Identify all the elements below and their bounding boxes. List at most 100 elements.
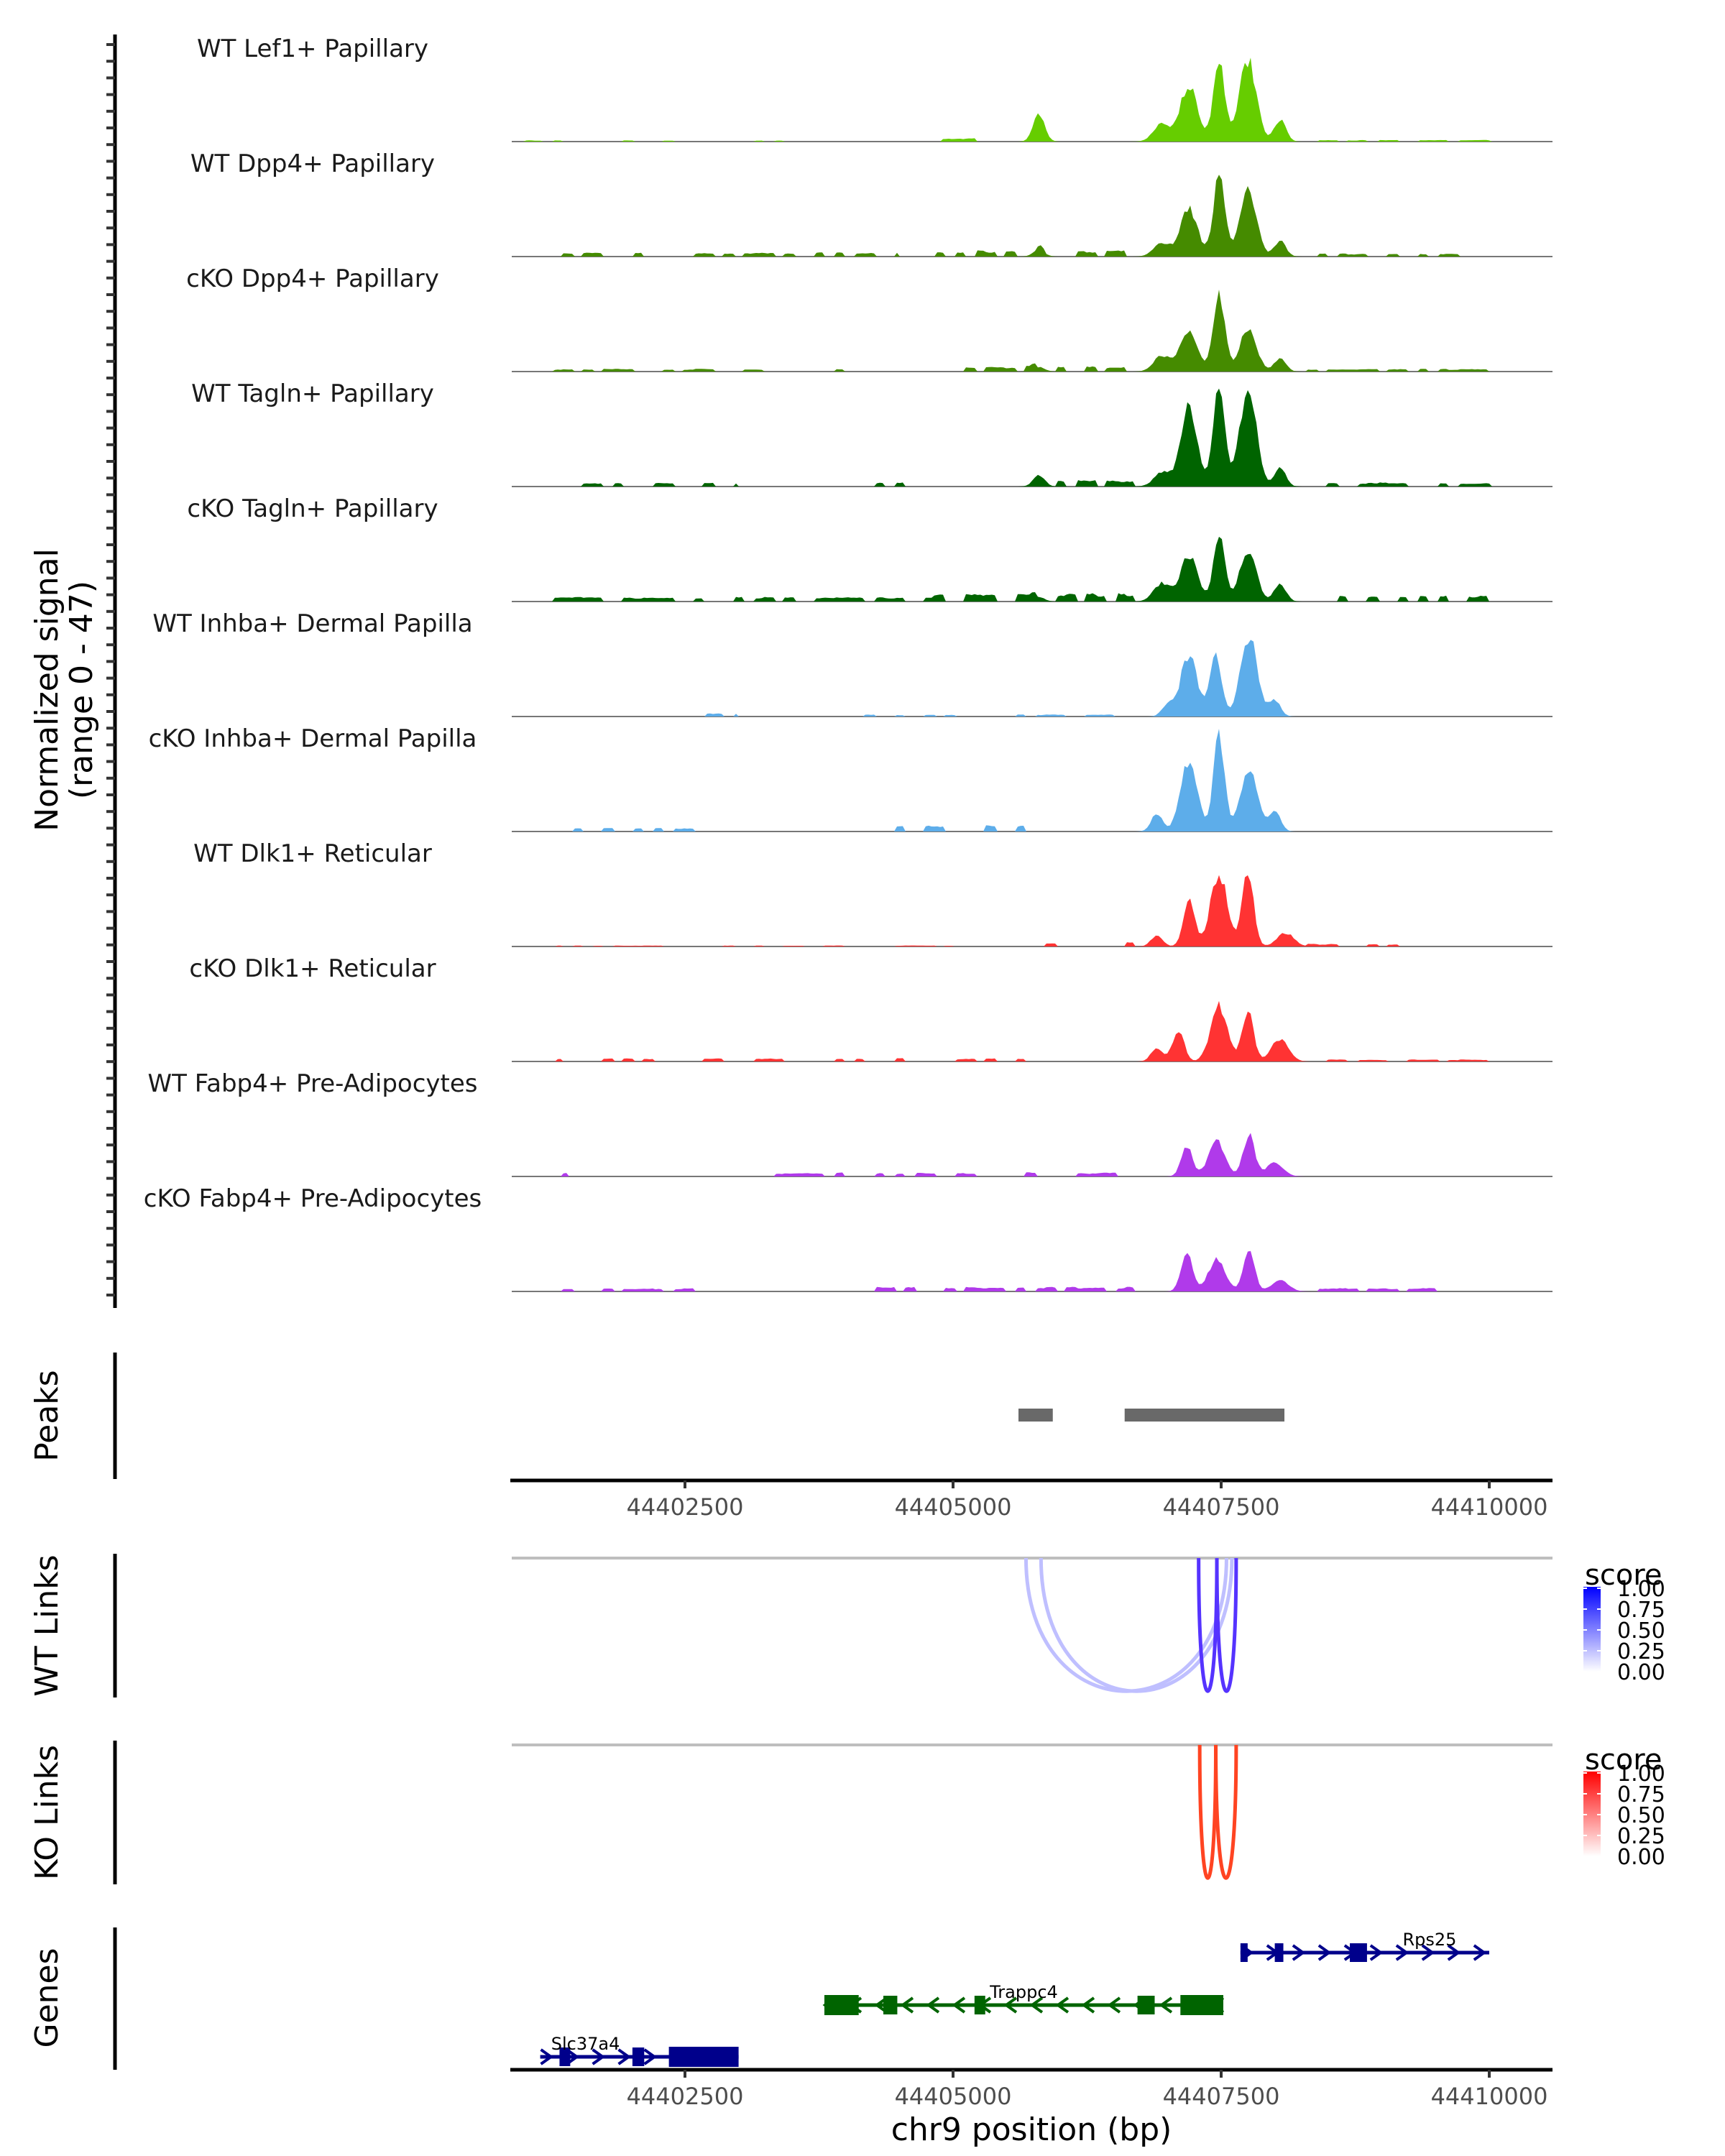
chevron-right-icon bbox=[1317, 1944, 1332, 1961]
ko-links bbox=[512, 1743, 1552, 1880]
chevron-left-icon bbox=[1003, 1996, 1018, 2014]
gene-trappc4: Trappc4 bbox=[822, 1982, 1225, 2015]
track-label: WT Tagln+ Papillary bbox=[191, 379, 434, 408]
track-label: WT Lef1+ Papillary bbox=[197, 34, 428, 63]
gene-exon bbox=[1274, 1943, 1284, 1962]
x-tick-label: 44402500 bbox=[627, 1493, 744, 1521]
chevron-right-icon bbox=[1395, 1944, 1409, 1961]
gene-exon bbox=[974, 1996, 985, 2014]
peaks-track bbox=[1018, 1409, 1285, 1422]
wt-links-legend: score 1.000.750.500.250.00 bbox=[1583, 1559, 1665, 1685]
x-tick-label: 44405000 bbox=[895, 1493, 1012, 1521]
track-label: WT Inhba+ Dermal Papilla bbox=[152, 609, 472, 638]
gene-exon bbox=[632, 2047, 645, 2066]
chevron-right-icon bbox=[1447, 1944, 1461, 1961]
chevron-right-icon bbox=[617, 2048, 632, 2065]
gene-exon bbox=[824, 1995, 859, 2015]
coverage-y-ticks bbox=[106, 43, 115, 1296]
gene-exon bbox=[559, 2047, 571, 2066]
chevron-left-icon bbox=[900, 1996, 914, 2014]
gene-name-label: Rps25 bbox=[1402, 1930, 1456, 1950]
peak-region bbox=[1018, 1409, 1053, 1422]
coverage-track: WT Inhba+ Dermal Papilla bbox=[152, 609, 1552, 717]
coverage-track: cKO Tagln+ Papillary bbox=[187, 494, 1552, 602]
x-tick-label: 44402500 bbox=[627, 2083, 744, 2110]
x-tick-label: 44407500 bbox=[1163, 2083, 1280, 2110]
coverage-ylabel: Normalized signal (range 0 - 47) bbox=[29, 548, 100, 831]
gene-exon bbox=[1137, 1996, 1155, 2014]
wt-links-track-label: WT Links bbox=[29, 1554, 65, 1696]
ko-links-legend: score 1.000.750.500.250.00 bbox=[1583, 1743, 1665, 1870]
coverage-area bbox=[512, 1133, 1552, 1176]
links-tracks bbox=[512, 1557, 1552, 1880]
chevron-right-icon bbox=[1473, 1944, 1487, 1961]
track-label: cKO Inhba+ Dermal Papilla bbox=[149, 724, 477, 753]
coverage-track: WT Dlk1+ Reticular bbox=[193, 839, 1552, 947]
x-tick-label: 44405000 bbox=[895, 2083, 1012, 2110]
peak-region bbox=[1124, 1409, 1285, 1422]
coverage-ylabel-line1: Normalized signal bbox=[29, 548, 65, 831]
gene-slc37a4: Slc37a4 bbox=[540, 2034, 739, 2067]
coverage-track: WT Fabp4+ Pre-Adipocytes bbox=[148, 1069, 1552, 1177]
gene-name-label: Slc37a4 bbox=[551, 2034, 620, 2054]
gene-exon bbox=[1240, 1943, 1248, 1962]
genes-track: Rps25 Trappc4 Slc37a4 bbox=[540, 1930, 1489, 2067]
x-tick-label: 44410000 bbox=[1431, 2083, 1548, 2110]
legend-tick-label: 1.00 bbox=[1617, 1761, 1665, 1787]
coverage-area bbox=[512, 388, 1552, 487]
x-tick-label: 44410000 bbox=[1431, 1493, 1548, 1521]
link-arc bbox=[1039, 1557, 1234, 1693]
coverage-track: WT Lef1+ Papillary bbox=[197, 34, 1552, 142]
coverage-area bbox=[512, 1000, 1552, 1061]
legend-tick-label: 0.25 bbox=[1617, 1824, 1665, 1849]
chevron-right-icon bbox=[592, 2048, 606, 2065]
legend-tick-label: 0.00 bbox=[1617, 1845, 1665, 1870]
gene-exon bbox=[1350, 1943, 1367, 1962]
gene-name-label: Trappc4 bbox=[989, 1982, 1058, 2002]
chevron-right-icon bbox=[643, 2048, 658, 2065]
coverage-ylabel-line2: (range 0 - 47) bbox=[63, 581, 100, 799]
coverage-area bbox=[512, 640, 1552, 717]
link-arc bbox=[1215, 1557, 1238, 1693]
chevron-left-icon bbox=[1159, 1996, 1173, 2014]
coverage-area bbox=[512, 175, 1552, 257]
chevron-left-icon bbox=[1081, 1996, 1095, 2014]
gene-exon bbox=[1180, 1995, 1223, 2015]
genes-track-label: Genes bbox=[29, 1948, 65, 2047]
link-arc bbox=[1214, 1744, 1238, 1880]
chevron-left-icon bbox=[952, 1996, 966, 2014]
chevron-right-icon bbox=[540, 2048, 554, 2065]
ko-links-track-label: KO Links bbox=[29, 1745, 65, 1880]
coverage-area bbox=[512, 536, 1552, 602]
track-label: cKO Fabp4+ Pre-Adipocytes bbox=[144, 1184, 482, 1213]
coverage-area bbox=[512, 290, 1552, 372]
gene-rps25: Rps25 bbox=[1240, 1930, 1489, 1962]
track-label: cKO Dlk1+ Reticular bbox=[189, 954, 436, 983]
legend-tick-label: 0.75 bbox=[1617, 1598, 1665, 1623]
track-label: WT Dpp4+ Papillary bbox=[190, 149, 435, 178]
track-label: cKO Dpp4+ Papillary bbox=[186, 264, 439, 293]
x-axis-ticks-bottom: 44402500 44405000 44407500 44410000 bbox=[627, 2070, 1548, 2110]
coverage-area bbox=[512, 57, 1552, 142]
chevron-left-icon bbox=[1055, 1996, 1070, 2014]
legend-tick-label: 0.00 bbox=[1617, 1660, 1665, 1685]
coverage-track: cKO Inhba+ Dermal Papilla bbox=[149, 724, 1552, 832]
legend-tick-label: 0.75 bbox=[1617, 1782, 1665, 1807]
gene-exon bbox=[668, 2047, 739, 2067]
x-axis-title: chr9 position (bp) bbox=[891, 2111, 1172, 2148]
wt-links bbox=[512, 1557, 1552, 1693]
chevron-right-icon bbox=[1369, 1944, 1384, 1961]
coverage-area bbox=[512, 1250, 1552, 1291]
link-arc bbox=[1024, 1557, 1228, 1693]
coverage-track: WT Dpp4+ Papillary bbox=[190, 149, 1552, 257]
legend-tick-label: 1.00 bbox=[1617, 1577, 1665, 1602]
gene-exon bbox=[883, 1996, 898, 2014]
coverage-tracks: WT Lef1+ Papillary WT Dpp4+ Papillary cKO … bbox=[144, 34, 1552, 1292]
track-label: cKO Tagln+ Papillary bbox=[187, 494, 438, 523]
track-label: WT Dlk1+ Reticular bbox=[193, 839, 432, 868]
link-arc bbox=[1197, 1744, 1218, 1880]
chevron-left-icon bbox=[1029, 1996, 1044, 2014]
coverage-area bbox=[512, 875, 1552, 946]
chevron-left-icon bbox=[1107, 1996, 1121, 2014]
